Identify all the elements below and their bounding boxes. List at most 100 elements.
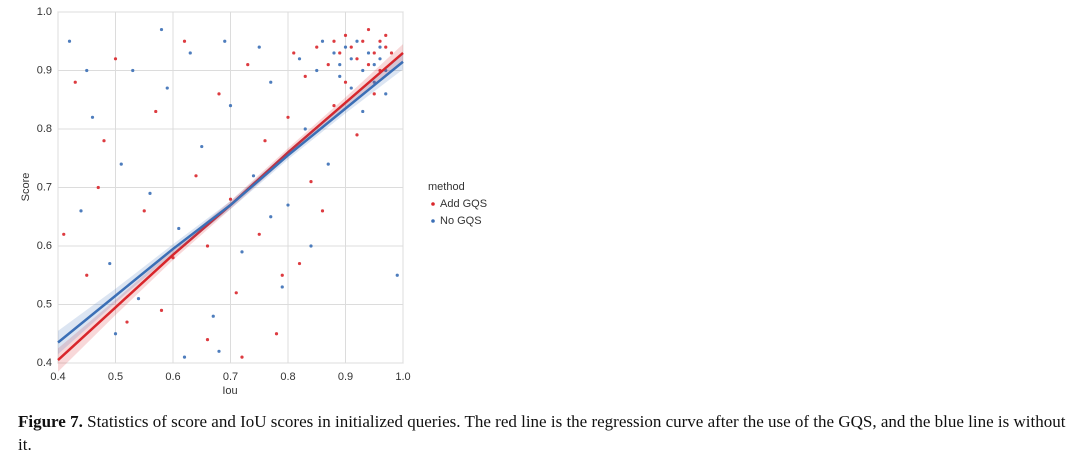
x-tick-label: 1.0 [395,371,410,383]
y-tick-label: 0.4 [37,357,52,369]
series-points [67,27,399,359]
x-tick-label: 0.7 [223,371,238,383]
point [263,139,267,143]
point [217,349,221,353]
y-tick-label: 0.8 [37,123,52,135]
point [303,127,307,131]
x-tick-label: 0.5 [108,371,123,383]
point [286,203,290,207]
point [85,273,89,277]
point [205,338,210,342]
point [148,191,152,195]
point [355,133,359,137]
point [159,308,164,312]
point [297,261,302,266]
point [246,63,250,67]
point [223,39,227,43]
point [338,74,342,78]
point [355,57,359,61]
point [389,51,394,55]
point [85,68,89,73]
point [332,51,336,55]
point [62,232,66,236]
point [315,68,319,73]
point [228,197,233,201]
point [113,57,118,61]
legend-marker [431,202,435,206]
point [355,39,359,43]
x-tick-label: 0.9 [338,371,353,383]
caption-label: Figure 7. [18,412,83,431]
point [384,33,388,38]
point [372,63,376,67]
point [154,109,158,114]
point [240,355,244,359]
point [338,63,342,67]
series-points [62,27,394,359]
point [332,39,336,43]
regression-line [57,60,404,344]
point [372,92,376,96]
point [182,355,187,359]
chart: Iou Score method 0.4 0.5 0.6 0.7 0.8 0.9 1.0 0.… [20,6,487,397]
point [177,226,181,231]
point [257,45,261,49]
point [90,115,95,119]
point [366,51,371,55]
y-tick-label: 0.7 [37,181,52,193]
y-tick-label: 0.5 [37,298,52,310]
y-tick-label: 0.6 [37,240,52,252]
point [320,209,325,213]
y-tick-label: 1.0 [37,6,52,18]
caption: Figure 7. Statistics of score and IoU sc… [18,410,1068,456]
point [257,232,261,236]
point [274,332,279,336]
point [286,115,290,119]
point [165,86,169,90]
point [269,80,273,84]
legend-label: No GQS [440,215,482,227]
point [102,139,106,143]
point [211,314,215,318]
point [67,39,72,43]
point [326,162,330,166]
point [119,162,123,166]
point [240,250,244,254]
point [332,104,336,108]
y-tick-label: 0.9 [37,64,52,76]
point [251,174,256,178]
legend-marker [431,219,435,223]
point [142,209,146,213]
point [349,57,353,61]
point [338,51,342,55]
point [188,51,192,55]
point [309,244,313,248]
point [131,68,135,73]
point [378,39,382,43]
point [349,86,353,90]
point [136,297,141,301]
legend-label: Add GQS [440,198,487,210]
y-axis-label: Score [20,173,32,202]
point [366,63,371,67]
point [269,215,273,219]
point [125,320,129,324]
point [372,51,376,55]
point [343,80,348,84]
point [217,92,221,96]
point [79,209,83,213]
point [378,57,382,61]
point [378,45,382,49]
point [108,261,112,266]
point [205,244,210,248]
point [113,332,118,336]
point [159,27,164,32]
point [292,51,296,55]
point [315,45,319,49]
point [384,45,388,49]
caption-text: Statistics of score and IoU scores in in… [18,412,1066,454]
point [361,68,365,73]
x-tick-label: 0.4 [50,371,65,383]
point [326,63,330,67]
